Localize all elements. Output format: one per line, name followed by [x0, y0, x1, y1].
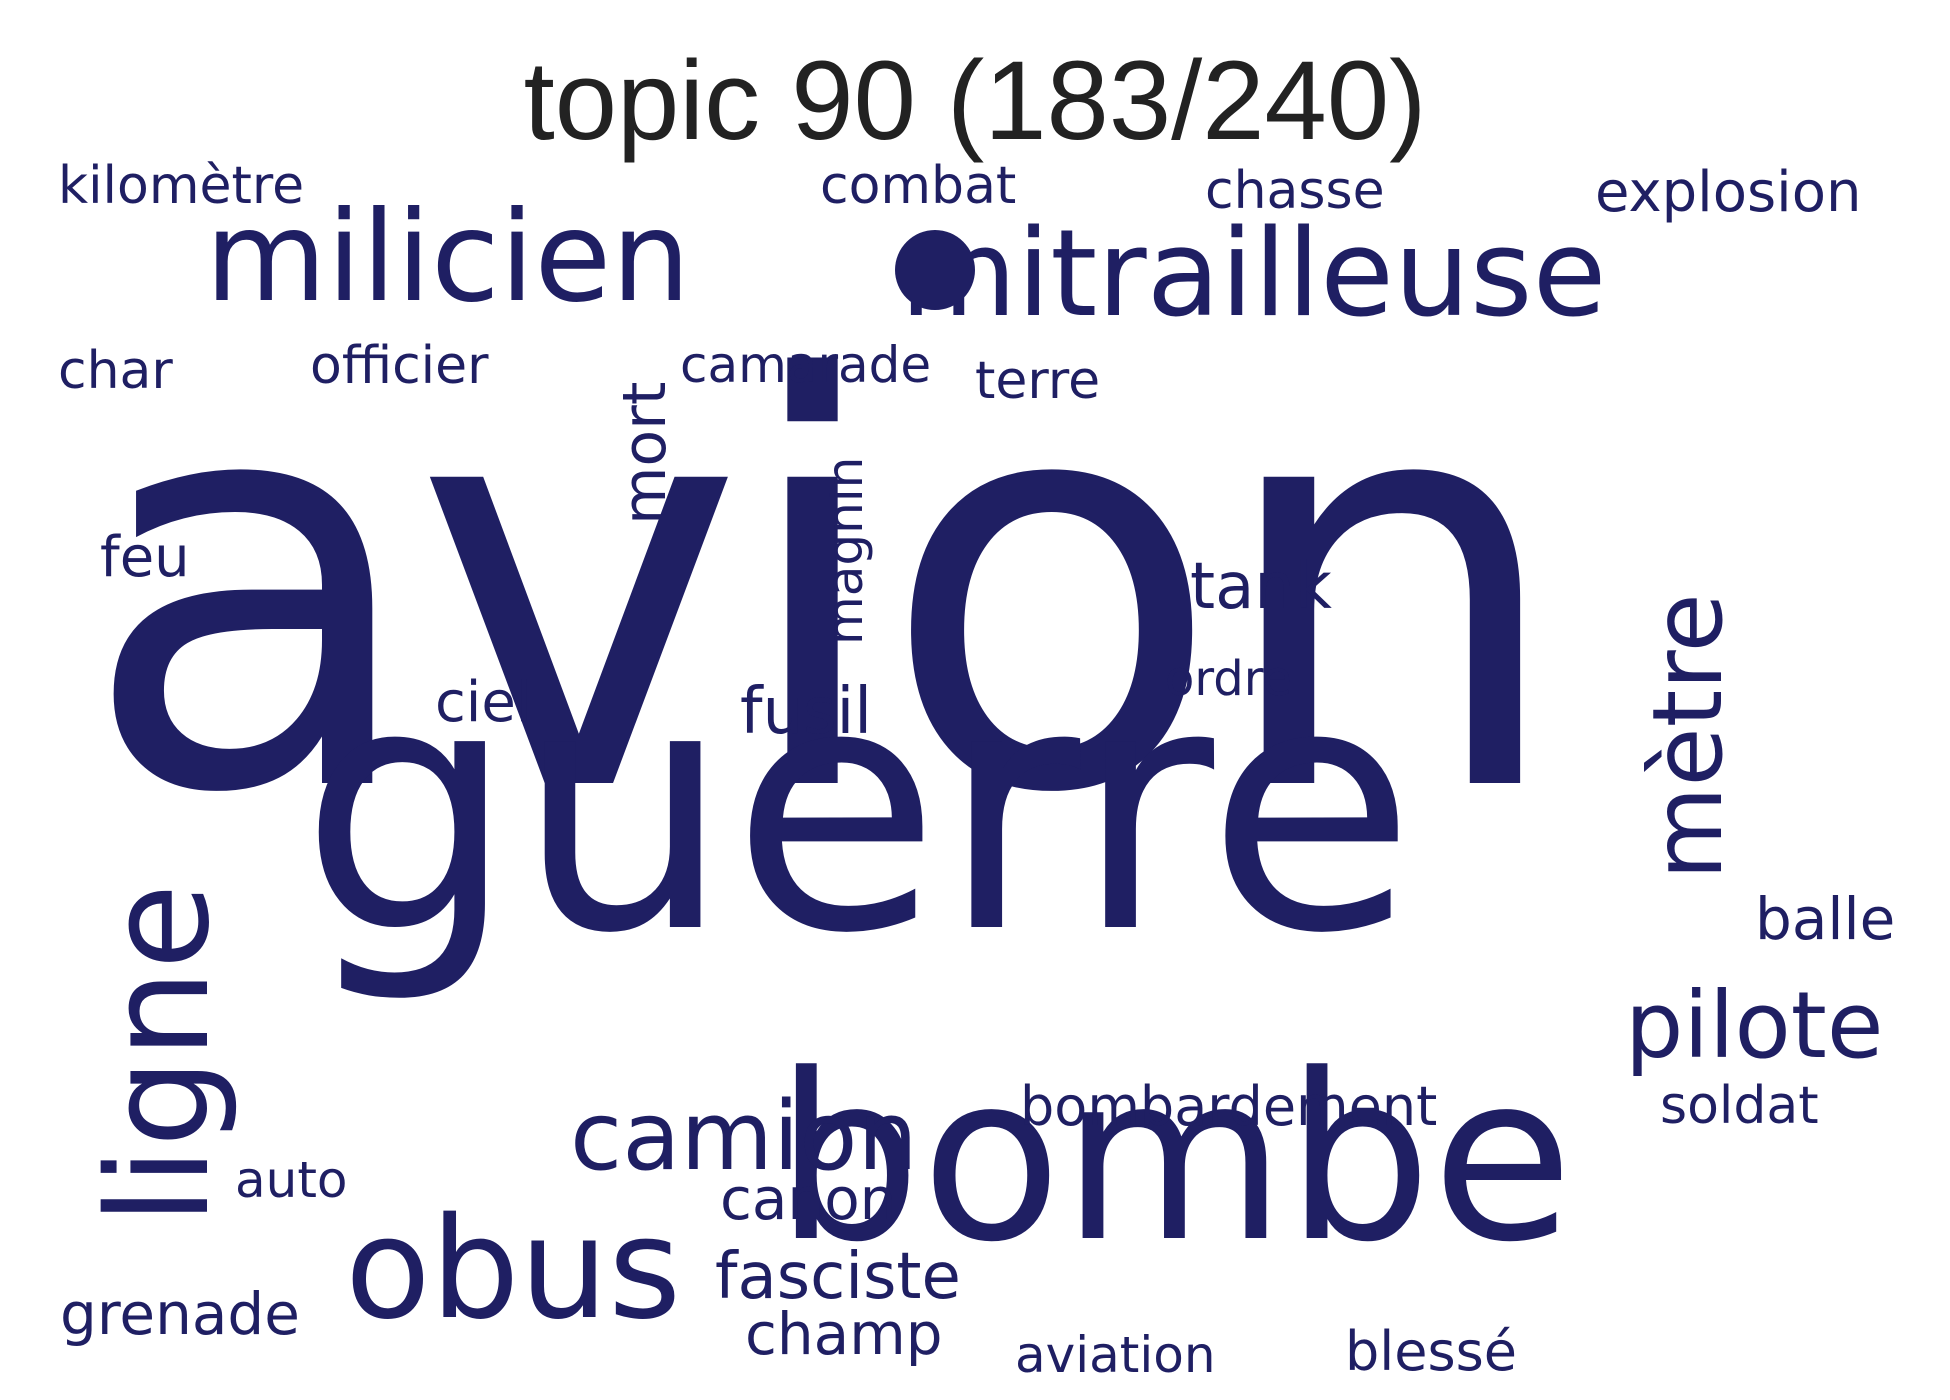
word-combat: combat [820, 156, 1017, 216]
word-feu: feu [100, 525, 190, 590]
word-soldat: soldat [1660, 1076, 1819, 1136]
word-grenade: grenade [60, 1280, 300, 1348]
word-terre: terre [975, 351, 1101, 411]
word-mitrailleuse: mitrailleuse [900, 205, 1607, 344]
word-ligne: ligne [78, 883, 241, 1225]
word-pilote: pilote [1625, 972, 1884, 1079]
word-champ: champ [745, 1300, 943, 1368]
word-balle: balle [1755, 885, 1896, 953]
word-dot [895, 230, 975, 310]
word-camion: camion [570, 1082, 918, 1192]
word-metre: mètre [1632, 593, 1744, 880]
word-explosion: explosion [1595, 160, 1862, 225]
word-kilometre: kilomètre [58, 156, 305, 216]
word-char: char [58, 341, 173, 401]
word-chasse: chasse [1205, 161, 1385, 221]
word-bombardement: bombardement [1020, 1075, 1438, 1138]
word-bombe: bombe [775, 1026, 1574, 1293]
word-camarade: camarade [680, 336, 932, 394]
word-magnin: magnin [816, 456, 874, 645]
word-blesse: blessé [1345, 1320, 1517, 1383]
word-ciel: ciel [435, 670, 532, 735]
word-auto: auto [235, 1151, 348, 1209]
word-fasciste: fasciste [715, 1240, 961, 1314]
word-ordre: ordre [1165, 651, 1292, 707]
word-obus: obus [345, 1188, 682, 1351]
word-tank: tank [1190, 550, 1332, 624]
word-canon: canon [720, 1165, 897, 1233]
chart-title: topic 90 (183/240) [523, 38, 1427, 163]
word-avion: avion [80, 264, 1568, 916]
word-aviation: aviation [1015, 1326, 1216, 1384]
word-mort: mort [610, 381, 680, 525]
word-milicien: milicien [205, 185, 691, 330]
word-guerre: guerre [300, 612, 1416, 1008]
word-officier: officier [310, 336, 489, 396]
word-fusil: fusil [740, 675, 872, 749]
